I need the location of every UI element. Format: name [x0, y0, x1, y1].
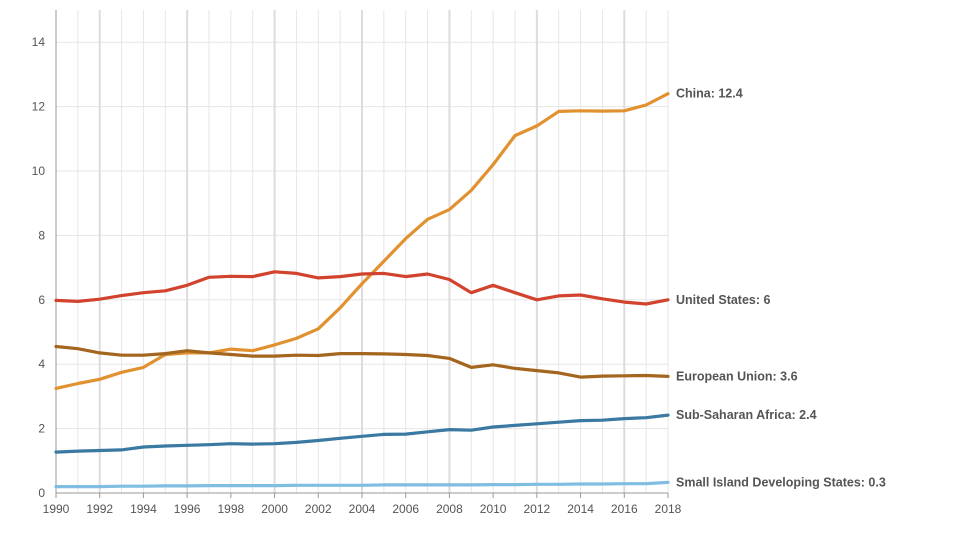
series-line-european-union — [54, 344, 670, 379]
series-line-china — [54, 92, 670, 390]
series-end-labels: China: 12.4 United States: 6 European Unio… — [676, 87, 886, 490]
series-line-small-island-developing-states — [54, 480, 670, 489]
grid-lines — [56, 10, 669, 493]
y-tick-label: 0 — [38, 486, 45, 500]
y-axis-tick-labels: 0 2 4 6 8 10 12 14 — [32, 35, 46, 500]
x-tick-label: 2004 — [349, 502, 376, 516]
x-tick-label: 2008 — [436, 502, 463, 516]
y-tick-label: 14 — [32, 35, 46, 49]
series-line-united-states — [54, 270, 670, 306]
x-tick-label: 1992 — [86, 502, 113, 516]
x-tick-label: 2000 — [261, 502, 288, 516]
x-tick-label: 2018 — [655, 502, 682, 516]
x-tick-label: 2016 — [611, 502, 638, 516]
x-tick-label: 1994 — [130, 502, 157, 516]
y-tick-label: 12 — [32, 100, 46, 114]
y-tick-label: 2 — [38, 422, 45, 436]
axes — [55, 10, 669, 498]
y-tick-label: 8 — [38, 228, 45, 242]
x-tick-label: 2002 — [305, 502, 332, 516]
end-label-sub-saharan-africa: Sub-Saharan Africa: 2.4 — [676, 408, 817, 422]
end-label-china: China: 12.4 — [676, 87, 743, 101]
x-tick-label: 1990 — [43, 502, 70, 516]
x-tick-label: 2006 — [392, 502, 419, 516]
x-tick-label: 1996 — [174, 502, 201, 516]
y-tick-label: 10 — [32, 164, 46, 178]
end-label-small-island-developing-states: Small Island Developing States: 0.3 — [676, 475, 886, 489]
end-label-united-states: United States: 6 — [676, 293, 771, 307]
end-label-european-union: European Union: 3.6 — [676, 369, 798, 383]
x-tick-label: 2014 — [567, 502, 594, 516]
y-tick-label: 4 — [38, 357, 45, 371]
x-tick-label: 2010 — [480, 502, 507, 516]
x-tick-label: 1998 — [218, 502, 245, 516]
series-lines — [54, 92, 670, 489]
x-tick-label: 2012 — [524, 502, 551, 516]
y-tick-label: 6 — [38, 293, 45, 307]
x-axis-tick-labels: 1990 1992 1994 1996 1998 2000 2002 2004 2006 2008… — [43, 502, 682, 516]
series-line-sub-saharan-africa — [54, 413, 670, 454]
